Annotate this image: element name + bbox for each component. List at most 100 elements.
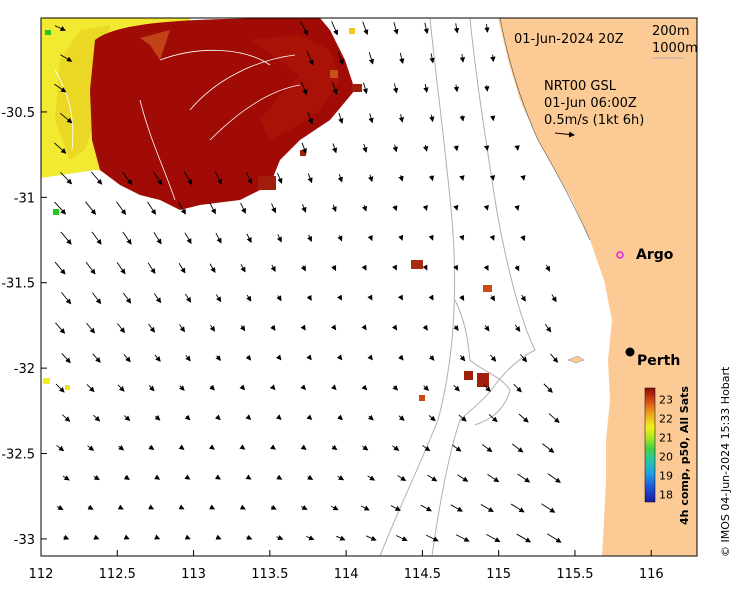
current-arrow <box>86 322 96 334</box>
current-arrow <box>123 534 130 540</box>
place-argo: Argo <box>636 247 674 263</box>
current-arrow <box>367 235 373 242</box>
current-arrow <box>215 294 222 303</box>
current-arrow <box>148 385 155 392</box>
current-arrow <box>490 354 497 362</box>
current-arrow <box>397 294 403 301</box>
current-arrow <box>489 174 496 181</box>
current-arrow <box>484 324 490 332</box>
current-arrow <box>337 174 343 183</box>
current-scale: 0.5m/s (1kt 6h) <box>544 113 644 128</box>
place-perth: Perth <box>637 353 680 369</box>
current-arrow <box>117 504 124 510</box>
current-arrow <box>489 234 495 241</box>
current-arrow <box>459 294 465 301</box>
current-arrow <box>123 474 130 480</box>
current-arrow <box>307 234 313 242</box>
current-arrow <box>337 51 344 66</box>
current-arrow <box>239 504 246 510</box>
current-arrow <box>360 505 370 511</box>
contour-1000m <box>379 18 456 556</box>
current-arrow <box>332 143 338 154</box>
current-arrow <box>239 444 246 450</box>
current-arrow <box>361 324 367 331</box>
current-arrow <box>87 504 94 510</box>
current-arrow <box>246 233 252 244</box>
current-arrow <box>361 384 368 391</box>
current-arrow <box>429 114 435 123</box>
current-arrow <box>337 294 343 301</box>
current-arrow <box>215 534 222 540</box>
current-arrow <box>459 355 466 362</box>
current-arrow <box>306 51 314 66</box>
x-tick-label: 115.5 <box>556 567 593 582</box>
current-arrow <box>183 171 193 186</box>
current-arrow <box>85 201 97 215</box>
current-arrow <box>480 504 494 513</box>
current-arrow <box>148 504 155 510</box>
current-arrow <box>514 324 521 332</box>
current-arrow <box>87 445 95 451</box>
current-arrow <box>301 142 307 154</box>
current-arrow <box>215 232 222 244</box>
current-arrow <box>453 264 458 271</box>
current-arrow <box>154 415 161 421</box>
y-tick-label: -31.5 <box>1 277 35 292</box>
current-arrow <box>239 384 246 391</box>
current-arrow <box>330 505 339 511</box>
current-arrow <box>392 205 398 212</box>
current-arrow <box>453 23 460 34</box>
current-arrow <box>245 414 252 420</box>
current-arrow <box>425 534 439 542</box>
current-arrow <box>209 324 216 332</box>
current-arrow <box>337 414 344 421</box>
current-arrow <box>398 114 405 123</box>
current-arrow <box>422 324 428 331</box>
current-arrow <box>117 384 125 392</box>
current-arrow <box>481 444 493 453</box>
current-arrow <box>397 475 407 481</box>
current-arrow <box>483 264 489 272</box>
current-arrow <box>459 54 466 63</box>
current-arrow <box>393 22 399 35</box>
colorbar-tick-label: 18 <box>659 488 673 501</box>
current-arrow <box>423 145 429 152</box>
x-tick-label: 114.5 <box>404 567 441 582</box>
current-arrow <box>392 144 398 153</box>
current-arrow <box>510 503 525 513</box>
x-axis: 112 112.5 113 113.5 114 114.5 115 115.5 116 <box>29 550 664 582</box>
rottnest-island <box>567 355 585 364</box>
plot-frame <box>40 17 698 557</box>
current-arrow <box>306 354 312 361</box>
current-arrow <box>214 414 221 421</box>
current-arrow <box>484 23 490 33</box>
current-arrow <box>56 444 65 452</box>
current-arrow <box>209 202 216 215</box>
current-arrow <box>301 81 308 96</box>
current-arrow <box>429 53 435 64</box>
current-arrow <box>365 535 377 541</box>
current-arrow <box>147 262 156 275</box>
current-arrow <box>300 21 308 36</box>
colorbar-title: 4h comp, p50, All Sats <box>678 386 691 525</box>
current-arrow <box>427 474 438 482</box>
x-tick-label: 114 <box>334 567 359 582</box>
colorbar-tick-label: 21 <box>659 431 673 444</box>
y-tick-label: -32.5 <box>1 448 35 463</box>
current-arrow <box>392 83 399 94</box>
current-arrow <box>392 445 400 451</box>
current-arrow <box>306 535 315 541</box>
current-arrow <box>300 444 307 450</box>
x-tick-label: 112.5 <box>99 567 136 582</box>
current-arrow <box>276 474 283 480</box>
current-arrow <box>122 231 132 245</box>
current-arrow <box>399 52 405 65</box>
current-arrow <box>398 234 404 241</box>
current-arrow <box>428 294 434 301</box>
current-arrow <box>488 414 498 423</box>
current-arrow <box>520 354 528 363</box>
current-arrow <box>269 444 276 450</box>
current-arrow <box>395 535 408 542</box>
current-arrow <box>548 413 560 424</box>
current-arrow <box>300 324 306 331</box>
